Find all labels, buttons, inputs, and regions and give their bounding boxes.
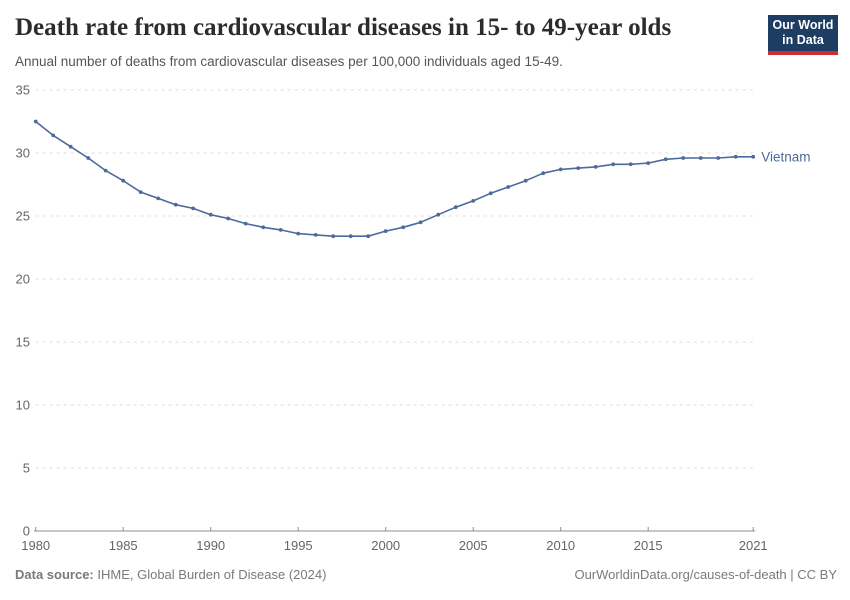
data-point[interactable] xyxy=(401,225,406,230)
y-tick-label: 5 xyxy=(23,461,30,476)
y-tick-label: 30 xyxy=(16,146,30,161)
data-point[interactable] xyxy=(663,157,668,162)
x-tick-label: 2000 xyxy=(371,538,400,553)
data-point[interactable] xyxy=(488,191,493,196)
x-tick-label: 1985 xyxy=(109,538,138,553)
data-point[interactable] xyxy=(173,202,178,207)
data-point[interactable] xyxy=(261,225,266,230)
y-tick-label: 20 xyxy=(16,272,30,287)
owid-logo-line1: Our World xyxy=(772,18,834,32)
owid-logo-line2: in Data xyxy=(782,33,824,48)
x-tick-label: 1990 xyxy=(196,538,225,553)
data-point[interactable] xyxy=(331,234,336,239)
data-point[interactable] xyxy=(121,178,126,183)
data-point[interactable] xyxy=(33,119,38,124)
attribution-link[interactable]: OurWorldinData.org/causes-of-death | CC … xyxy=(574,567,837,582)
y-tick-label: 35 xyxy=(16,83,30,98)
data-point[interactable] xyxy=(471,199,476,203)
data-point[interactable] xyxy=(366,234,371,239)
data-point[interactable] xyxy=(191,206,196,211)
data-point[interactable] xyxy=(51,133,56,138)
x-tick-label: 2015 xyxy=(634,538,663,553)
series-label[interactable]: Vietnam xyxy=(761,149,810,164)
y-tick-label: 0 xyxy=(23,524,30,539)
data-point[interactable] xyxy=(593,165,598,169)
x-tick-label: 1995 xyxy=(284,538,313,553)
data-point[interactable] xyxy=(523,178,528,183)
data-point[interactable] xyxy=(313,233,318,237)
data-point[interactable] xyxy=(348,234,353,239)
owid-logo[interactable]: Our World in Data xyxy=(768,15,838,55)
data-source: Data source: IHME, Global Burden of Dise… xyxy=(15,567,326,582)
data-point[interactable] xyxy=(646,161,651,166)
data-point[interactable] xyxy=(558,167,563,172)
data-point[interactable] xyxy=(698,156,703,160)
chart-footer: Data source: IHME, Global Burden of Dise… xyxy=(15,567,837,582)
data-point[interactable] xyxy=(68,144,73,149)
data-point[interactable] xyxy=(628,162,633,167)
x-tick-label: 2010 xyxy=(546,538,575,553)
data-point[interactable] xyxy=(436,212,441,217)
data-point[interactable] xyxy=(716,156,721,160)
data-point[interactable] xyxy=(418,220,423,225)
data-point[interactable] xyxy=(86,156,91,160)
x-tick-label: 1980 xyxy=(21,538,50,553)
x-tick-label: 2005 xyxy=(459,538,488,553)
data-point[interactable] xyxy=(296,231,301,236)
data-point[interactable] xyxy=(611,162,616,167)
data-point[interactable] xyxy=(733,154,738,159)
data-source-text: IHME, Global Burden of Disease (2024) xyxy=(93,567,327,582)
data-point[interactable] xyxy=(576,166,581,171)
data-point[interactable] xyxy=(383,229,388,234)
data-point[interactable] xyxy=(751,154,756,159)
x-tick-label: 2021 xyxy=(739,538,768,553)
data-point[interactable] xyxy=(226,216,231,221)
data-point[interactable] xyxy=(681,156,686,160)
data-point[interactable] xyxy=(243,221,248,226)
y-tick-label: 25 xyxy=(16,209,30,224)
trend-line[interactable] xyxy=(34,120,754,237)
chart-subtitle: Annual number of deaths from cardiovascu… xyxy=(15,54,563,69)
data-point[interactable] xyxy=(453,205,458,210)
data-point[interactable] xyxy=(278,228,283,232)
data-point[interactable] xyxy=(138,190,143,195)
data-point[interactable] xyxy=(506,185,511,189)
data-point[interactable] xyxy=(541,171,546,176)
data-source-label: Data source: xyxy=(15,567,94,582)
y-tick-label: 15 xyxy=(16,335,30,350)
data-point[interactable] xyxy=(156,196,161,201)
data-point[interactable] xyxy=(208,212,213,217)
y-tick-label: 10 xyxy=(16,398,30,413)
chart-title: Death rate from cardiovascular diseases … xyxy=(15,14,672,41)
data-point[interactable] xyxy=(103,168,108,173)
